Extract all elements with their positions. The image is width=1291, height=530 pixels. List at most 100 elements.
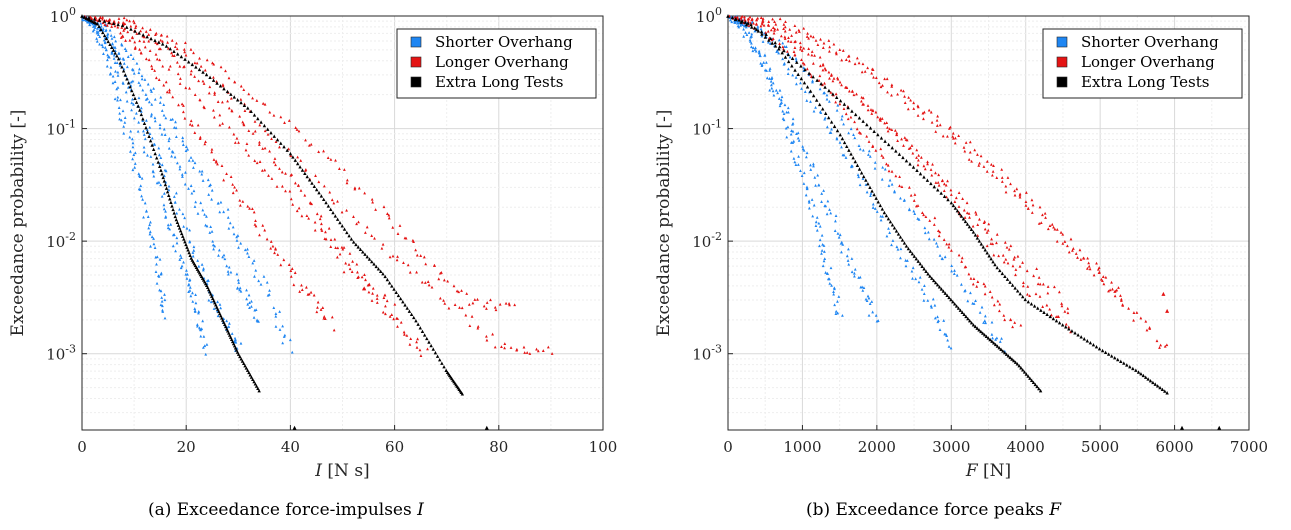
data-point	[141, 88, 145, 92]
data-point	[1004, 257, 1008, 261]
data-point	[293, 158, 297, 162]
data-point	[886, 125, 889, 129]
data-point	[409, 337, 413, 341]
data-point	[1163, 344, 1167, 348]
series-longer-overhang	[90, 15, 554, 355]
data-point	[375, 293, 379, 297]
data-point	[150, 102, 154, 106]
data-point	[148, 230, 152, 234]
data-point	[471, 301, 475, 305]
data-point	[808, 89, 813, 93]
data-point	[259, 120, 263, 124]
data-point	[128, 38, 132, 42]
data-point	[1026, 300, 1030, 304]
data-point	[814, 224, 818, 228]
data-point	[828, 76, 831, 80]
data-point	[248, 306, 251, 309]
data-point	[947, 245, 951, 249]
data-point	[161, 308, 164, 312]
data-point	[768, 77, 771, 80]
data-point	[217, 248, 221, 252]
data-point	[131, 145, 135, 149]
y-tick-label: 10-2	[692, 230, 722, 251]
data-point	[118, 117, 121, 121]
data-point	[163, 293, 166, 296]
data-point	[338, 252, 342, 256]
data-point	[266, 127, 270, 131]
y-tick-label: 10-3	[46, 343, 76, 364]
data-point	[840, 145, 843, 149]
data-point	[198, 135, 202, 139]
data-point	[192, 245, 196, 249]
data-point	[987, 254, 991, 258]
data-point	[255, 161, 259, 165]
data-point	[868, 155, 872, 158]
data-point	[809, 163, 812, 167]
data-point	[329, 157, 333, 161]
series-longer-overhang	[88, 16, 429, 357]
data-point	[864, 178, 868, 182]
data-point	[1021, 294, 1025, 299]
data-point	[273, 157, 277, 160]
data-point	[131, 97, 134, 101]
data-point	[153, 38, 157, 43]
data-point	[838, 80, 842, 84]
data-point	[163, 298, 167, 302]
data-point	[387, 281, 392, 285]
data-point	[371, 286, 375, 290]
x-tick-label: 20	[177, 438, 196, 456]
data-point	[178, 164, 182, 168]
data-point	[1029, 302, 1034, 306]
data-point	[253, 308, 257, 312]
data-point-outlier	[484, 425, 489, 430]
data-point	[773, 44, 778, 48]
data-point	[201, 345, 205, 349]
data-point	[834, 100, 838, 104]
data-point	[131, 79, 135, 83]
data-point	[295, 161, 300, 166]
data-point	[1071, 248, 1074, 252]
data-point	[123, 47, 127, 51]
data-point	[960, 310, 964, 314]
data-point	[926, 230, 930, 234]
data-point	[225, 264, 229, 268]
data-point	[848, 59, 851, 63]
data-point	[263, 228, 267, 232]
data-point	[435, 354, 440, 358]
data-point	[199, 64, 203, 68]
data-point	[846, 117, 850, 121]
data-point	[272, 306, 276, 310]
data-point	[211, 61, 214, 65]
data-point	[989, 162, 993, 166]
data-point	[837, 235, 841, 239]
data-point	[300, 168, 305, 172]
data-point	[120, 43, 124, 47]
data-point	[906, 259, 909, 262]
data-point	[900, 137, 903, 141]
data-point	[149, 155, 153, 158]
data-point	[257, 388, 261, 393]
data-point	[786, 59, 791, 64]
data-point	[364, 278, 367, 282]
data-point	[1055, 227, 1059, 231]
data-point	[246, 302, 250, 306]
data-point	[491, 332, 495, 336]
data-point	[123, 22, 127, 25]
data-point	[209, 300, 213, 304]
data-point	[196, 324, 199, 328]
data-point	[254, 219, 257, 223]
data-point	[181, 234, 185, 238]
legend-label: Shorter Overhang	[435, 33, 573, 51]
data-point	[438, 296, 442, 300]
data-point	[984, 334, 989, 339]
data-point	[139, 51, 143, 54]
data-point	[838, 133, 842, 137]
data-point	[214, 159, 218, 163]
data-point	[189, 294, 193, 298]
data-point	[398, 224, 402, 227]
data-point	[249, 375, 254, 379]
data-point	[204, 140, 207, 144]
series-shorter-overhang	[728, 15, 844, 317]
data-point	[778, 104, 782, 108]
